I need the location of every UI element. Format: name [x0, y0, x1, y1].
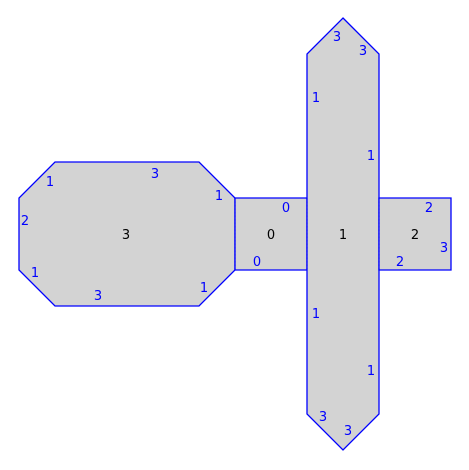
edge-label: 1 — [46, 175, 54, 190]
edge-label: 2 — [425, 201, 433, 216]
edge-label: 2 — [21, 214, 29, 229]
edge-label: 1 — [215, 189, 223, 204]
face-3-polygon — [18, 161, 236, 307]
edge-label: 3 — [440, 241, 448, 256]
edge-label: 0 — [253, 255, 261, 270]
edge-label: 3 — [319, 410, 327, 425]
edge-label: 3 — [344, 424, 352, 439]
edge-label: 3 — [359, 44, 367, 59]
edge-label: 3 — [94, 289, 102, 304]
edge-label: 3 — [333, 30, 341, 45]
edge-label: 2 — [396, 255, 404, 270]
edge-label: 1 — [200, 281, 208, 296]
edge-label: 3 — [151, 167, 159, 182]
edge-label: 0 — [282, 201, 290, 216]
face-label-0: 0 — [267, 228, 275, 243]
face-2-polygon — [378, 197, 452, 271]
face-label-3: 3 — [122, 228, 130, 243]
edge-label: 1 — [31, 266, 39, 281]
edge-label: 1 — [312, 91, 320, 106]
face-1-polygon — [306, 17, 380, 451]
face-label-1: 1 — [339, 228, 347, 243]
edge-label: 1 — [367, 364, 375, 379]
face-label-2: 2 — [411, 228, 419, 243]
edge-label: 1 — [312, 307, 320, 322]
edge-label: 1 — [367, 149, 375, 164]
